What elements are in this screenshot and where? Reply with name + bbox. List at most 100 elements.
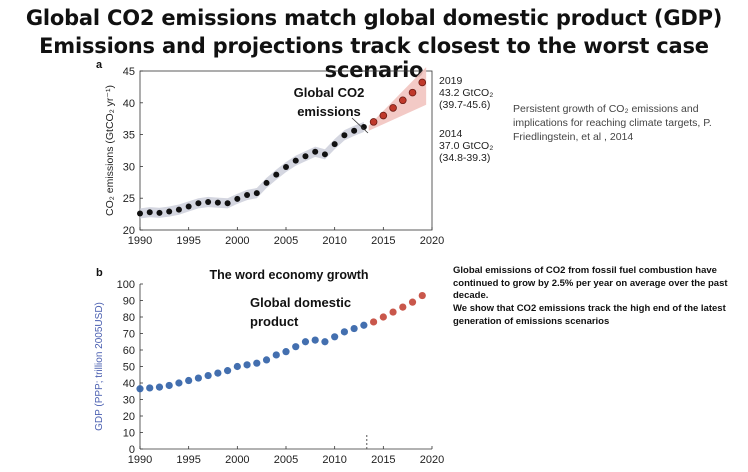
x-tick-label: 1995 <box>176 235 200 247</box>
data-point-projection <box>389 308 397 316</box>
chart-b-title: The word economy growth <box>209 268 368 282</box>
data-point-observed <box>137 210 143 217</box>
data-point-observed <box>340 328 348 336</box>
y-tick-label: 45 <box>123 66 135 78</box>
data-point-projection <box>399 303 407 311</box>
data-point-observed <box>272 351 280 359</box>
value-label-range: (39.7-45.6) <box>439 99 490 111</box>
data-point-projection <box>418 78 427 87</box>
data-point-projection <box>379 111 388 120</box>
value-label-year: 2019 <box>439 75 463 87</box>
data-point-observed <box>166 208 173 215</box>
data-point-observed <box>360 321 368 329</box>
uncertainty-band-projection <box>368 67 427 131</box>
y-tick-label: 10 <box>123 428 135 440</box>
value-label-year: 2014 <box>439 128 463 140</box>
y-tick-label: 80 <box>123 312 135 324</box>
data-point-observed <box>244 192 251 199</box>
data-point-observed <box>262 356 271 364</box>
y-tick-label: 30 <box>123 161 135 173</box>
x-tick-label: 1990 <box>128 454 152 466</box>
page-title: Global CO2 emissions match global domest… <box>25 6 723 30</box>
data-point-observed <box>243 361 251 369</box>
y-tick-label: 35 <box>123 130 135 142</box>
value-label-value: 43.2 GtCO₂ <box>439 87 493 99</box>
note-text-2: We show that CO2 emissions track the hig… <box>453 303 726 327</box>
data-point-observed <box>204 371 212 380</box>
panel-label-a: a <box>96 59 103 71</box>
note-text-1: Global emissions of CO2 from fossil fuel… <box>453 265 728 301</box>
y-axis-label: CO₂ emissions (GtCO₂ yr⁻¹) <box>104 85 116 216</box>
x-tick-label: 2015 <box>371 235 395 247</box>
y-tick-label: 40 <box>123 98 135 110</box>
data-point-observed <box>185 376 193 385</box>
data-point-observed <box>185 203 192 210</box>
y-tick-label: 20 <box>123 411 135 423</box>
y-tick-label: 60 <box>123 345 135 357</box>
data-point-observed <box>224 367 232 375</box>
data-point-observed <box>341 132 348 139</box>
y-axis-label: GDP (PPP; trillion 2005USD) <box>94 302 105 431</box>
x-tick-label: 2010 <box>322 235 346 247</box>
data-point-projection <box>398 96 407 105</box>
y-tick-label: 30 <box>123 395 135 407</box>
data-point-observed <box>331 141 338 148</box>
data-point-observed <box>253 190 260 197</box>
annotation-title-line1: Global domestic <box>250 295 351 310</box>
data-point-observed <box>292 157 299 164</box>
data-point-observed <box>360 123 367 130</box>
panel-label-b: b <box>96 267 103 279</box>
value-label-value: 37.0 GtCO₂ <box>439 140 493 152</box>
data-point-projection <box>408 88 417 97</box>
data-point-observed <box>175 379 183 387</box>
x-tick-label: 2010 <box>322 454 346 466</box>
x-tick-label: 2005 <box>274 454 298 466</box>
data-point-observed <box>234 195 241 202</box>
y-tick-label: 100 <box>117 279 135 291</box>
y-tick-label: 70 <box>123 329 135 341</box>
y-tick-label: 25 <box>123 193 135 205</box>
data-point-observed <box>312 148 319 155</box>
x-tick-label: 2000 <box>225 235 249 247</box>
data-point-observed <box>350 324 358 333</box>
annotation-title-line2: emissions <box>297 104 361 119</box>
data-point-observed <box>224 200 231 207</box>
y-tick-label: 40 <box>123 378 135 390</box>
data-point-observed <box>351 127 358 134</box>
data-point-observed <box>195 200 202 207</box>
data-point-observed <box>321 338 329 346</box>
data-point-observed <box>194 374 202 382</box>
data-point-observed <box>263 179 270 186</box>
x-tick-label: 2015 <box>371 454 395 466</box>
data-point-observed <box>331 333 339 341</box>
data-point-observed <box>301 338 310 346</box>
data-point-observed <box>214 369 222 377</box>
data-point-projection <box>408 298 417 306</box>
x-tick-label: 2005 <box>274 235 298 247</box>
data-point-observed <box>273 171 280 178</box>
x-tick-label: 2020 <box>420 235 444 247</box>
data-point-projection <box>369 118 378 126</box>
x-tick-label: 1990 <box>128 235 152 247</box>
data-point-projection <box>418 291 426 300</box>
data-point-observed <box>253 359 261 367</box>
data-point-observed <box>165 381 173 390</box>
annotation-title-line2: product <box>250 314 299 329</box>
data-point-projection <box>379 313 387 321</box>
data-point-projection <box>370 318 378 326</box>
data-point-observed <box>311 336 319 344</box>
y-tick-label: 90 <box>123 296 135 308</box>
y-tick-label: 50 <box>123 362 135 374</box>
data-point-observed <box>302 153 309 160</box>
x-tick-label: 2000 <box>225 454 249 466</box>
x-tick-label: 1995 <box>176 454 200 466</box>
annotation-title-line1: Global CO2 <box>294 85 365 100</box>
data-point-projection <box>389 104 397 112</box>
value-label-range: (34.8-39.3) <box>439 152 490 164</box>
uncertainty-band-observed <box>140 121 364 219</box>
y-tick-label: 0 <box>129 444 135 456</box>
citation-text: Persistent growth of CO₂ emissions and i… <box>513 103 712 143</box>
data-point-observed <box>214 199 221 206</box>
data-point-observed <box>233 362 241 371</box>
